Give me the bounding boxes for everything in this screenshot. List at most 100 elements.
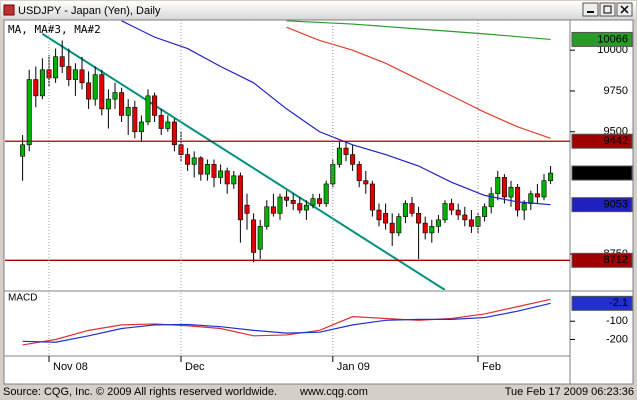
trend-line	[41, 33, 446, 290]
candle-body	[99, 74, 105, 110]
candle-body	[277, 196, 283, 214]
candle-body	[449, 203, 455, 211]
candle-body	[39, 69, 45, 97]
macd-title: MACD	[8, 293, 37, 304]
candle-body	[231, 175, 237, 185]
candle-body	[482, 206, 488, 217]
candle-body	[26, 79, 32, 146]
window-title: USDJPY - Japan (Yen), Daily	[18, 5, 161, 17]
candle-body	[310, 198, 316, 206]
candle-body	[158, 115, 164, 129]
candle-body	[468, 219, 474, 227]
candle-body	[343, 147, 349, 155]
value-box	[571, 252, 633, 268]
candle-body	[244, 204, 250, 214]
candle-body	[396, 216, 402, 234]
panel-plot	[22, 298, 551, 346]
candle-body	[20, 144, 26, 157]
maximize-button[interactable]	[599, 2, 616, 17]
value-box	[571, 133, 633, 149]
candle-body	[363, 180, 369, 185]
candle-body	[501, 177, 507, 198]
candle-body	[323, 183, 329, 204]
series-line	[286, 26, 551, 139]
series-line	[121, 20, 551, 206]
footer-url: www.cqg.com	[299, 386, 368, 398]
candle-body	[145, 95, 151, 123]
value-box-label: 9442	[604, 135, 628, 147]
candle-body	[152, 95, 158, 116]
candle-body	[191, 157, 197, 165]
candle-body	[336, 147, 342, 165]
candle-body	[488, 193, 494, 208]
candle-body	[185, 154, 191, 165]
candle-body	[237, 175, 243, 221]
candle-body	[435, 219, 441, 227]
maximize-icon	[603, 5, 612, 14]
footer-timestamp: Tue Feb 17 2009 06:23:36	[505, 386, 634, 398]
value-box-label: 9053	[604, 199, 628, 211]
candle-body	[521, 203, 527, 211]
candle-body	[422, 222, 428, 234]
value-box-label: 9247	[604, 167, 628, 179]
value-box-label: 10066	[597, 33, 628, 45]
candle-body	[303, 204, 309, 211]
candle-body	[59, 56, 65, 67]
candle-body	[218, 170, 224, 178]
candle-body	[270, 206, 276, 214]
candle-body	[257, 226, 263, 250]
candle-body	[92, 74, 98, 100]
candle-body	[495, 177, 501, 195]
series-line	[286, 20, 551, 41]
x-tick-label: Jan 09	[337, 361, 370, 373]
candle-body	[284, 196, 290, 201]
candle-body	[251, 219, 257, 253]
y-tick-label: 10000	[597, 44, 628, 56]
candle-body	[369, 183, 375, 211]
candle-body	[224, 170, 230, 185]
candle-body	[33, 79, 39, 97]
candle-body	[211, 164, 217, 178]
candle-body	[515, 186, 521, 211]
candle-body	[119, 92, 125, 116]
candle-body	[356, 164, 362, 181]
candle-body	[429, 226, 435, 234]
panel-plot	[20, 20, 554, 290]
candle-body	[112, 92, 118, 100]
y-tick-label: -200	[606, 333, 628, 345]
minimize-button[interactable]	[582, 2, 599, 17]
candle-body	[138, 121, 144, 133]
candle-body	[389, 222, 395, 234]
candle-body	[297, 203, 303, 211]
title-bar	[1, 1, 636, 19]
candle-body	[165, 121, 171, 129]
candle-body	[350, 154, 356, 165]
candle-body	[462, 214, 468, 221]
window-buttons[interactable]	[582, 2, 633, 17]
candle-body	[455, 209, 461, 216]
x-tick-label: Dec	[185, 361, 205, 373]
candle-body	[541, 180, 547, 198]
x-tick-label: Nov 08	[53, 361, 88, 373]
candle-body	[508, 186, 514, 198]
value-box	[571, 197, 633, 213]
candle-body	[264, 206, 270, 227]
value-box-label: 8712	[604, 254, 628, 266]
candle-body	[548, 172, 554, 181]
candle-body	[383, 213, 389, 224]
candle-body	[290, 199, 296, 204]
candle-body	[198, 157, 204, 175]
footer-source: Source: CQG, Inc. © 2009 All rights rese…	[3, 386, 277, 398]
candle-body	[204, 164, 210, 175]
candle-body	[402, 203, 408, 217]
close-icon	[620, 5, 629, 14]
candle-body	[442, 203, 448, 221]
candle-body	[105, 98, 111, 110]
candle-body	[376, 209, 382, 221]
candle-body	[409, 203, 415, 214]
candle-body	[46, 69, 52, 79]
candle-body	[416, 213, 422, 224]
candle-body	[534, 193, 540, 198]
